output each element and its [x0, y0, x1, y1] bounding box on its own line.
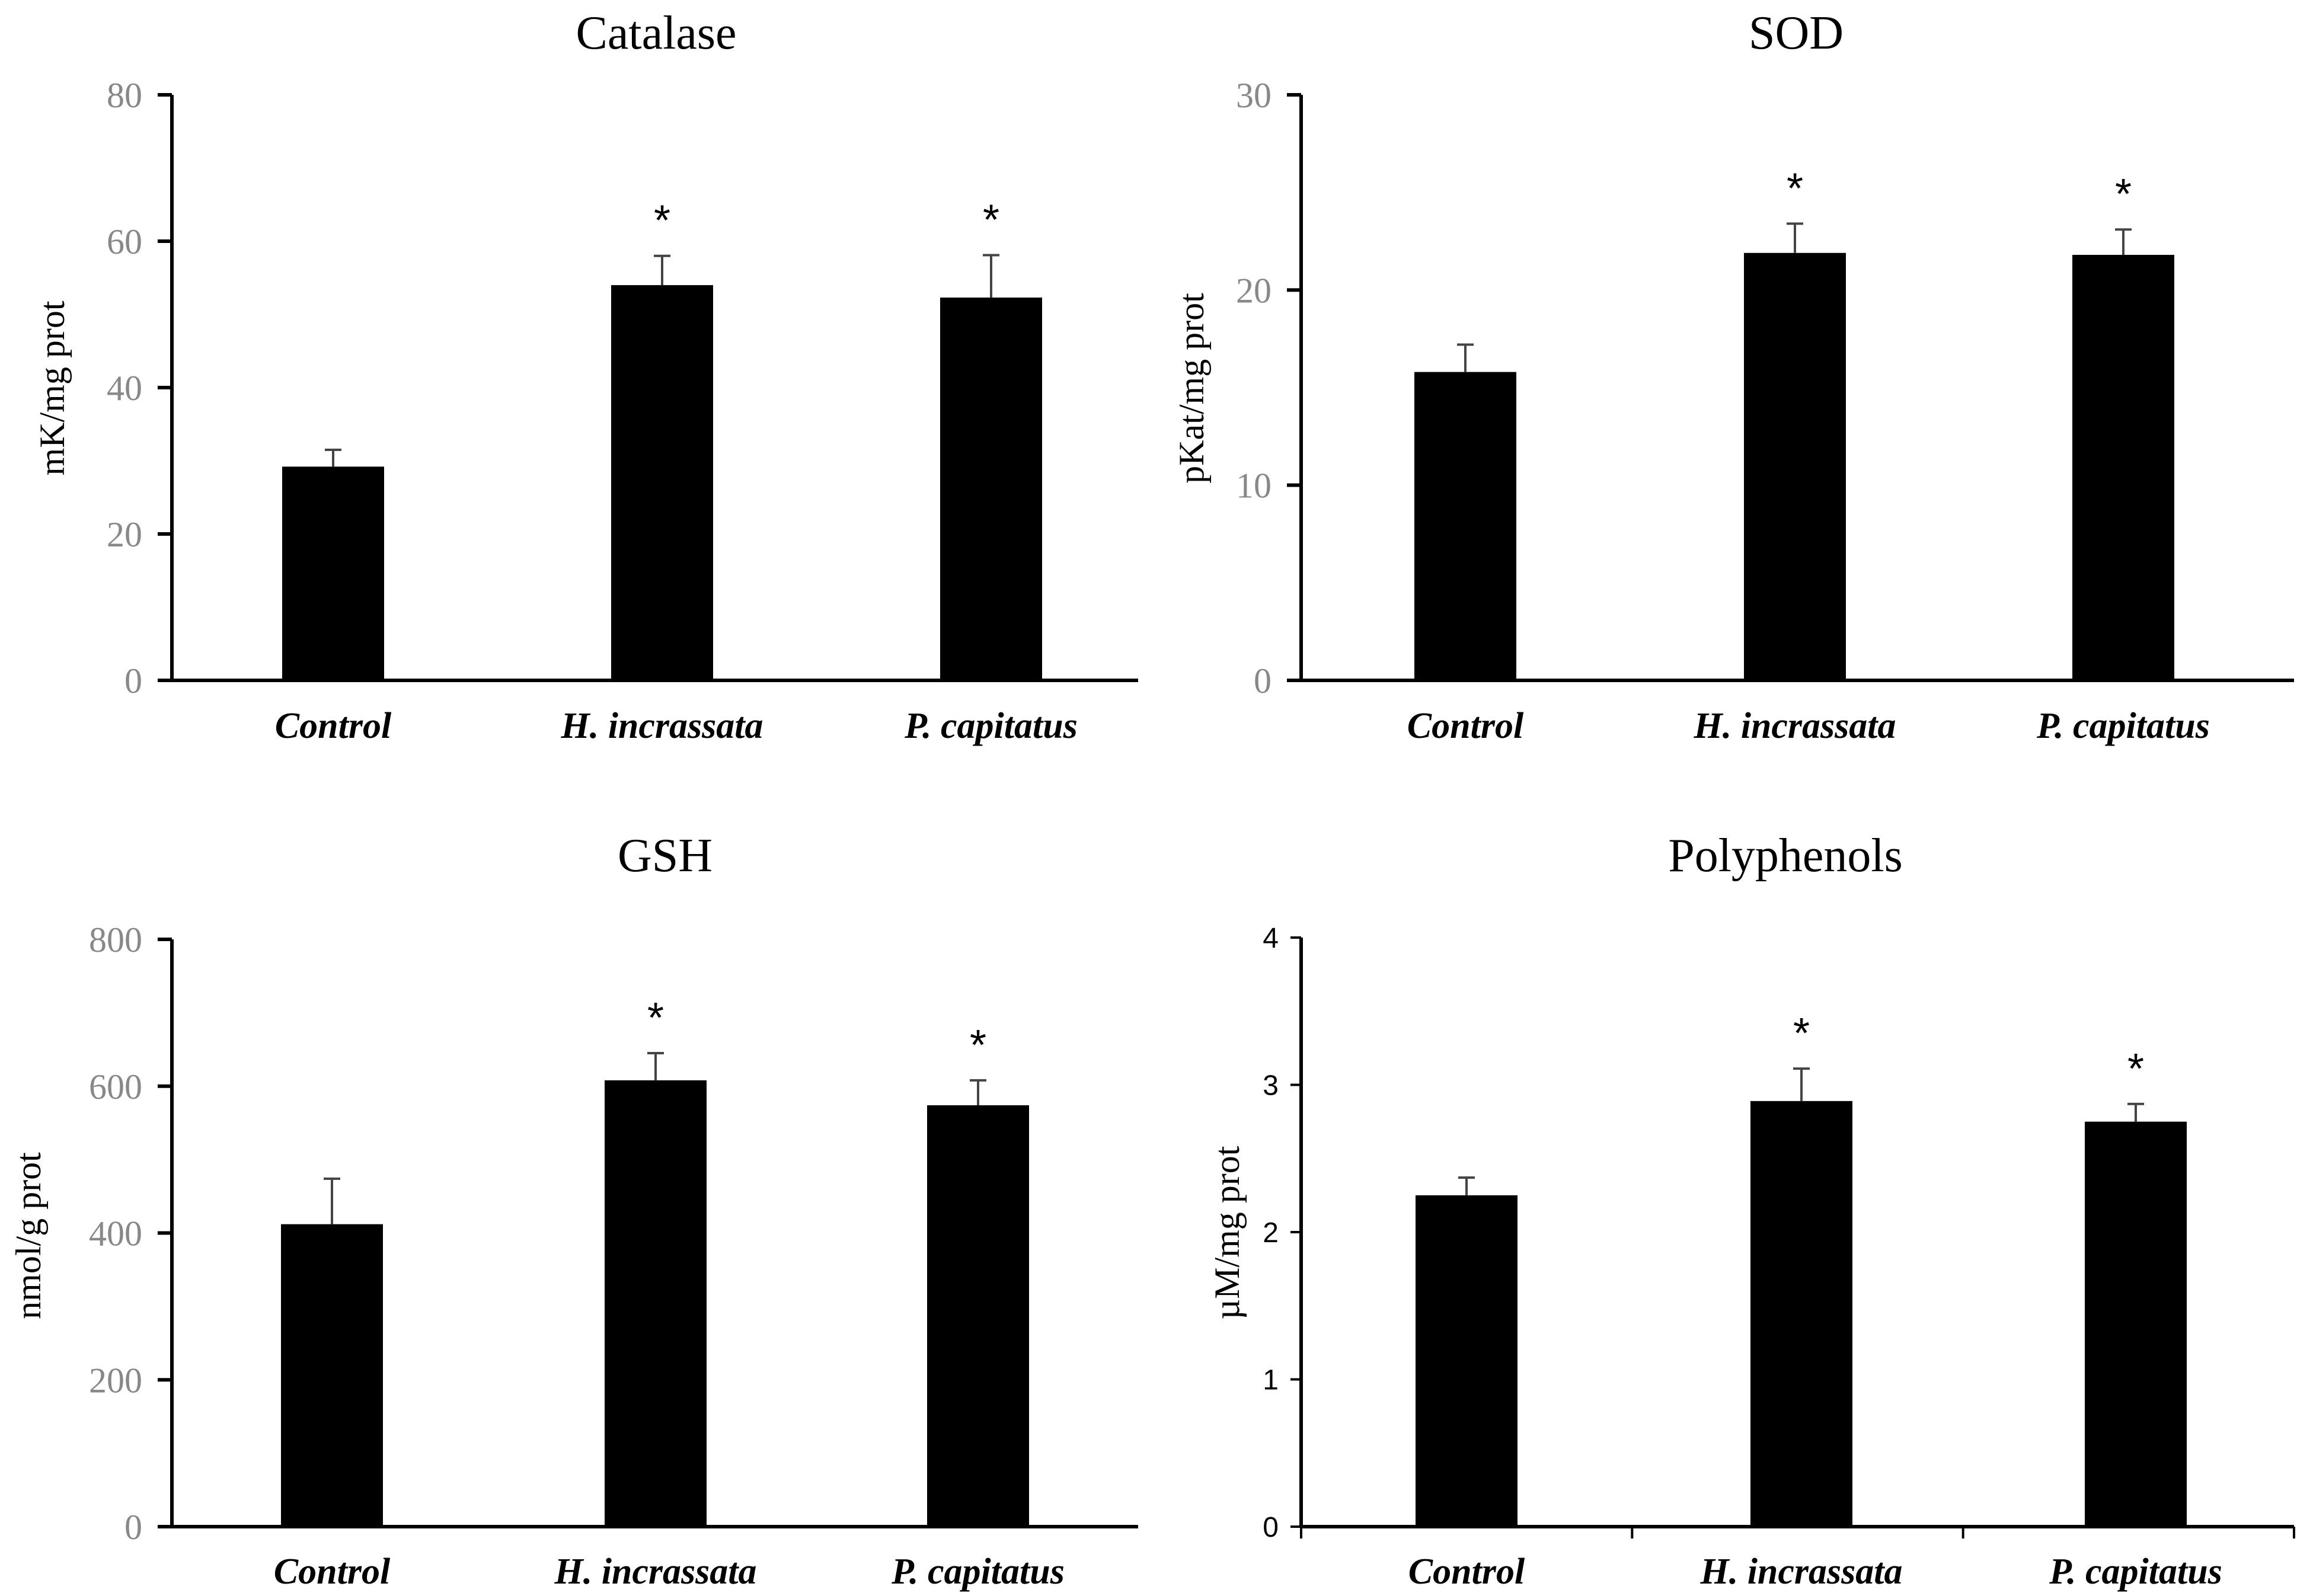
y-axis-label: µM/mg prot	[1207, 1146, 1247, 1319]
y-tick-label: 20	[1236, 271, 1271, 310]
x-tick-label: H. incrassata	[554, 1552, 756, 1592]
y-tick-label: 0	[124, 1508, 142, 1547]
x-tick-label: H. incrassata	[1693, 706, 1896, 746]
x-tick-label: H. incrassata	[1699, 1552, 1902, 1592]
bar	[2085, 1121, 2187, 1527]
y-tick-label: 800	[89, 920, 142, 959]
significance-marker: *	[1787, 165, 1803, 212]
significance-marker: *	[2127, 1045, 2144, 1093]
bar	[927, 1105, 1029, 1527]
chart-title: Polyphenols	[1668, 830, 1903, 882]
y-tick-label: 20	[107, 515, 142, 554]
chart-title: SOD	[1749, 7, 1844, 59]
chart-panel-2: SOD pKat/mg prot 0 10 20 30 Control * H. incrass…	[1172, 7, 2294, 746]
significance-marker: *	[983, 196, 999, 244]
bar	[281, 1224, 383, 1527]
y-axis-label: nmol/g prot	[9, 1152, 48, 1319]
x-tick-label: Control	[274, 1552, 391, 1592]
x-tick-label: P. capitatus	[2036, 706, 2210, 746]
bar	[940, 298, 1042, 681]
y-tick-label: 60	[107, 222, 142, 261]
x-tick-label: Control	[275, 706, 392, 746]
y-tick-label: 0	[1254, 661, 1271, 701]
y-tick-label: 4	[1263, 923, 1279, 954]
y-axis-label: mK/mg prot	[33, 300, 72, 475]
x-tick-label: Control	[1407, 706, 1524, 746]
chart-title: Catalase	[576, 7, 737, 59]
bar	[1744, 252, 1846, 680]
y-tick-label: 2	[1263, 1217, 1279, 1249]
y-tick-label: 200	[89, 1361, 142, 1400]
x-tick-label: H. incrassata	[560, 706, 763, 746]
y-tick-label: 0	[124, 661, 142, 701]
y-tick-label: 80	[107, 76, 142, 115]
chart-panel-4: Polyphenols µM/mg prot 0 1 2 3 4 Control * H. inc…	[1207, 830, 2295, 1592]
y-tick-label: 30	[1236, 76, 1271, 115]
significance-marker: *	[2115, 171, 2132, 218]
chart-panel-1: Catalase mK/mg prot 0 20 40 60 80 Control * H. in…	[33, 7, 1138, 746]
significance-marker: *	[647, 994, 664, 1042]
y-tick-label: 1	[1263, 1365, 1279, 1396]
y-axis-label: pKat/mg prot	[1172, 293, 1211, 484]
bar	[1414, 372, 1516, 680]
chart-title: GSH	[618, 830, 713, 882]
bar	[1750, 1101, 1852, 1527]
bar	[1416, 1195, 1517, 1527]
y-tick-label: 40	[107, 369, 142, 408]
significance-marker: *	[1793, 1010, 1810, 1057]
chart-panel-3: GSH nmol/g prot 0 200 400 600 800 Control * H. in…	[9, 830, 1138, 1592]
y-tick-label: 10	[1236, 466, 1271, 506]
y-tick-label: 0	[1263, 1512, 1279, 1543]
significance-marker: *	[654, 197, 670, 245]
x-tick-label: Control	[1408, 1552, 1525, 1592]
bar	[282, 466, 384, 680]
x-tick-label: P. capitatus	[904, 706, 1078, 746]
significance-marker: *	[970, 1022, 986, 1069]
x-tick-label: P. capitatus	[891, 1552, 1065, 1592]
x-tick-label: P. capitatus	[2049, 1552, 2222, 1592]
y-tick-label: 400	[89, 1214, 142, 1253]
bar	[605, 1080, 707, 1527]
y-tick-label: 3	[1263, 1070, 1279, 1102]
bar	[2072, 255, 2174, 680]
y-tick-label: 600	[89, 1067, 142, 1106]
bar	[611, 285, 713, 681]
